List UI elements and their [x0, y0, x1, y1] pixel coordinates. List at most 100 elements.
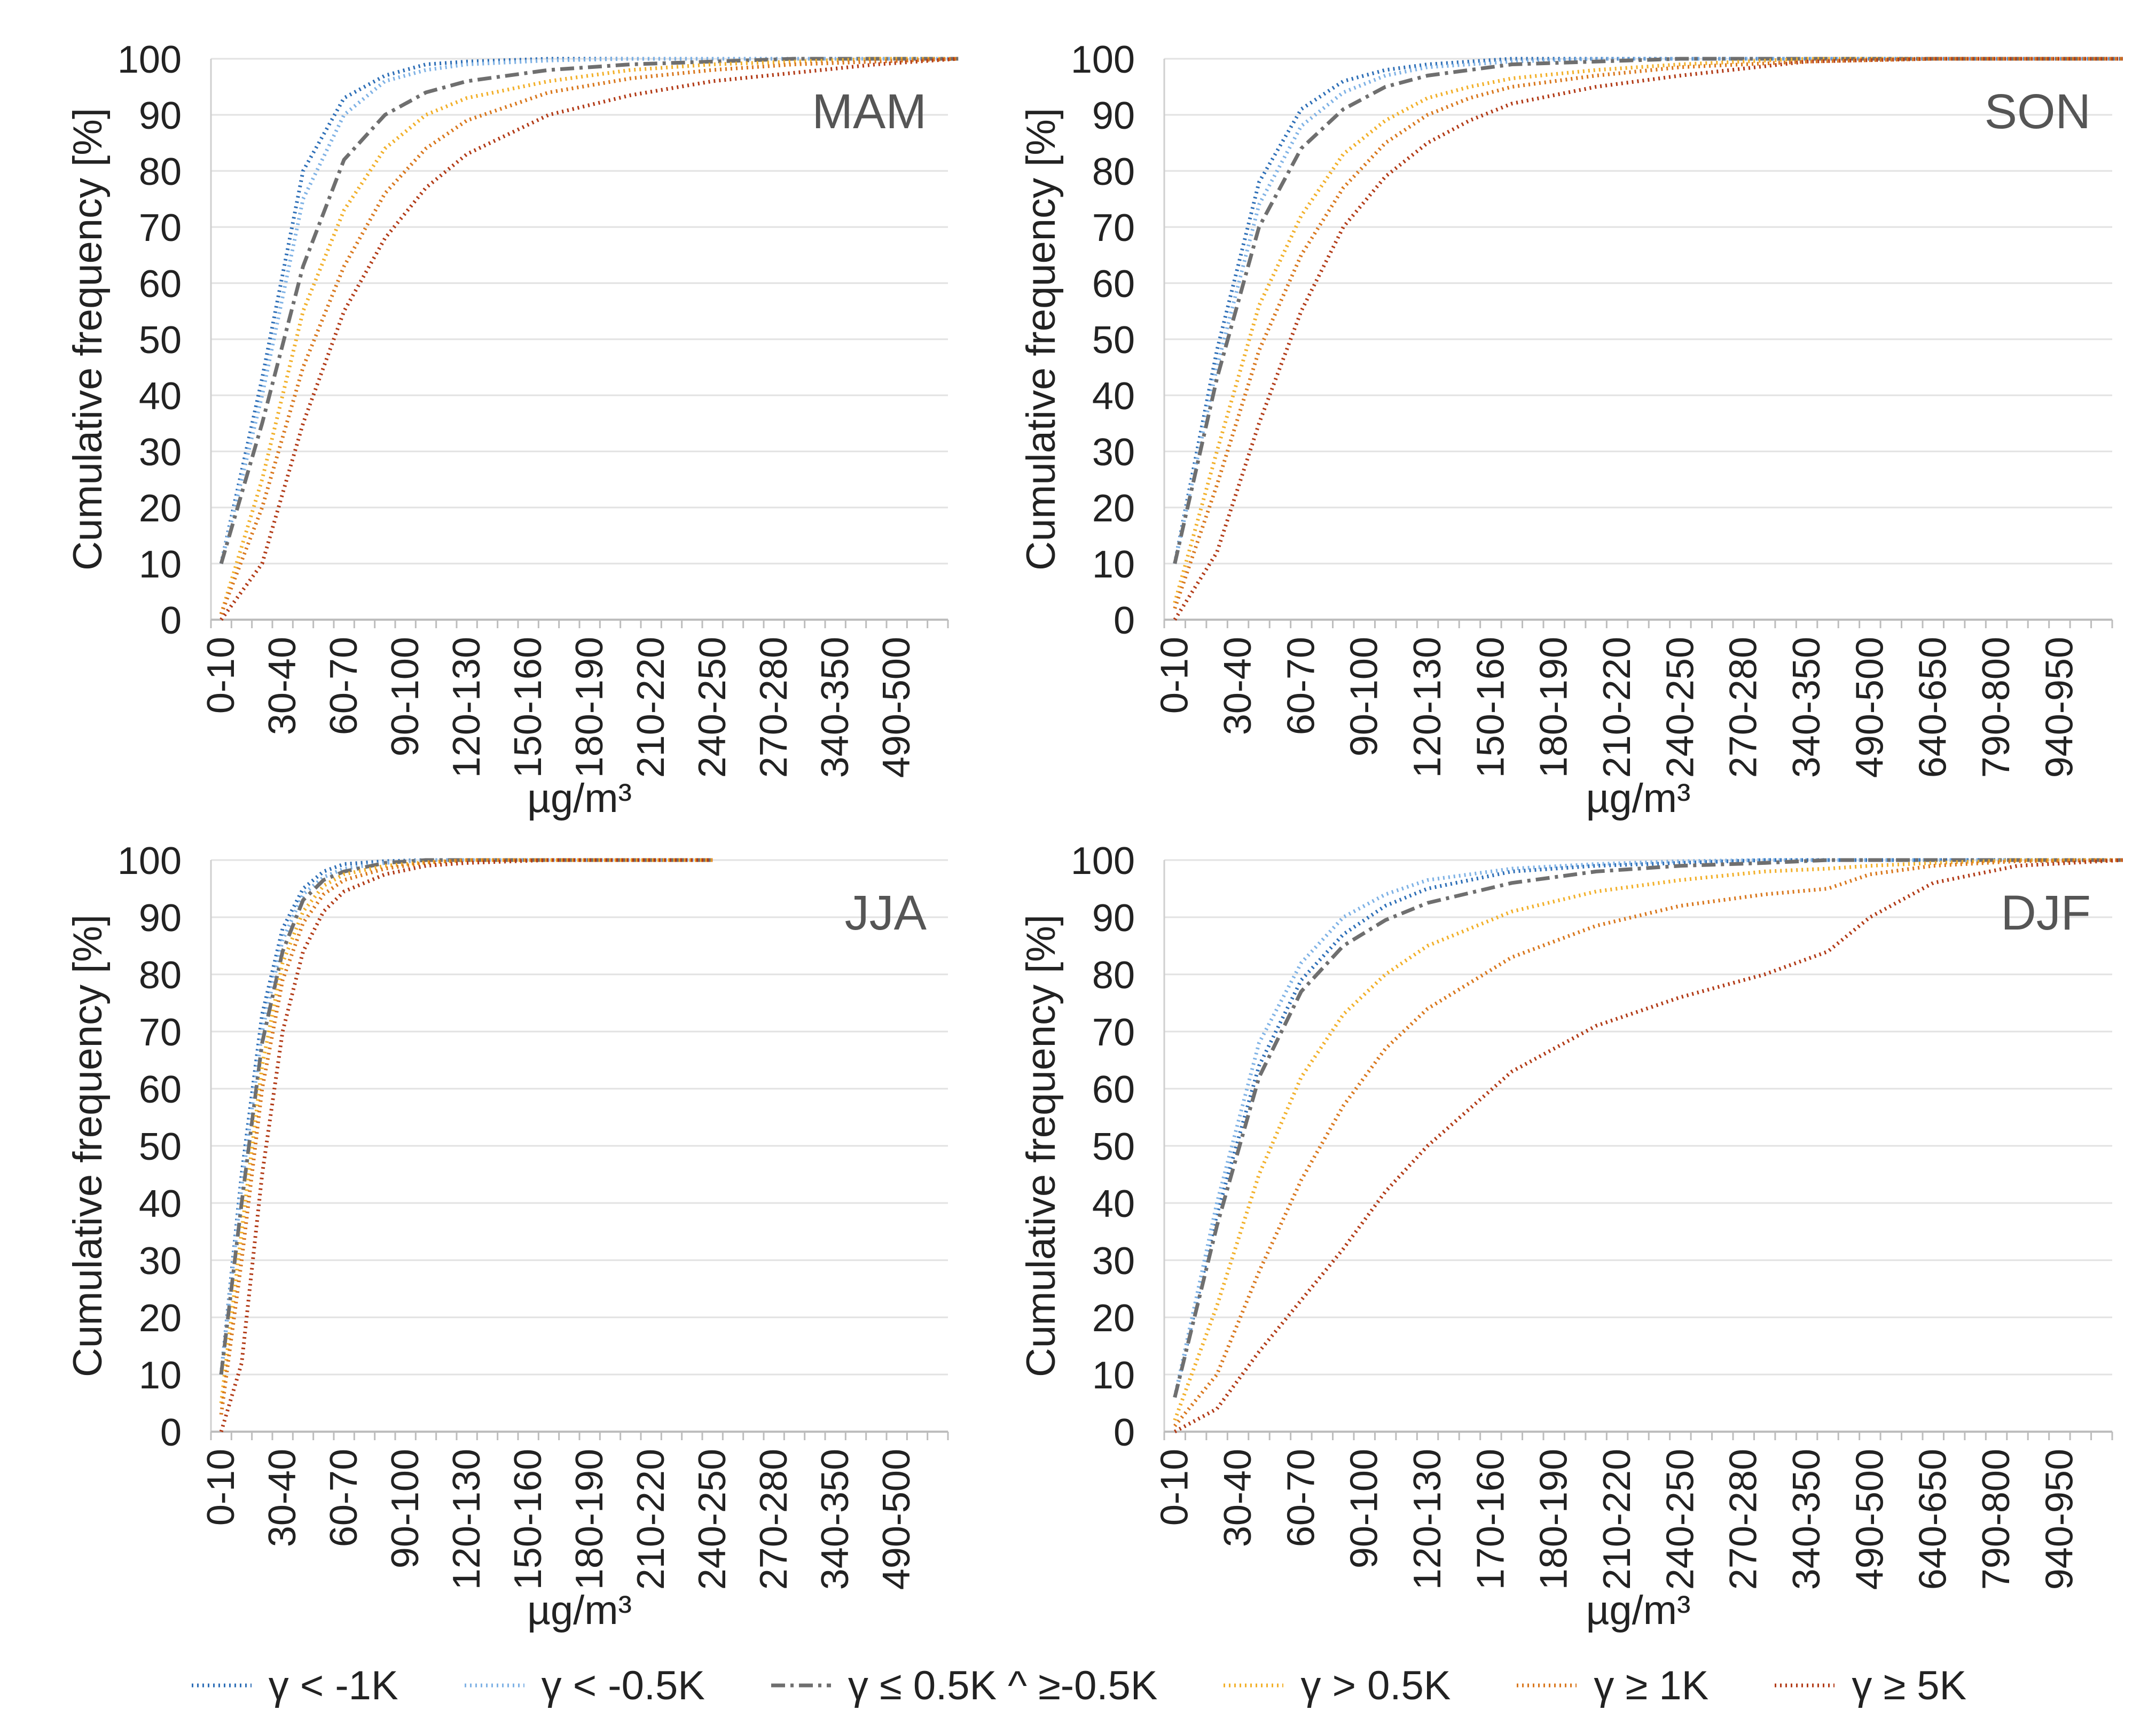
- y-tick-label: 50: [1092, 1126, 1135, 1168]
- y-tick-label: 90: [139, 897, 182, 940]
- legend-label: γ < -1K: [268, 1662, 398, 1708]
- y-tick-label: 20: [139, 487, 182, 530]
- y-tick-label: 80: [139, 151, 182, 193]
- y-tick-label: 50: [1092, 319, 1135, 362]
- y-tick-label: 70: [139, 207, 182, 249]
- series-line: [1173, 57, 2123, 610]
- chart-panel-jja: 0 10 20 30 40 50 60 70 80 90 100 0-10 30-40 60-70 90-1…: [65, 840, 949, 1633]
- y-tick-label: 0: [1114, 1411, 1135, 1454]
- x-tick-label: 940-950: [2038, 637, 2081, 778]
- y-tick-label: 40: [1092, 1183, 1135, 1225]
- y-tick-label: 90: [1092, 95, 1135, 137]
- series-line: [1173, 57, 2123, 604]
- x-tick-label: 60-70: [1280, 637, 1322, 735]
- x-tick-label: 270-280: [752, 1449, 795, 1590]
- x-axis-title: µg/m³: [527, 776, 632, 821]
- x-tick-label: 210-220: [630, 1449, 672, 1590]
- x-tick-label: 340-350: [1785, 1449, 1828, 1590]
- series-line: [219, 858, 713, 1403]
- y-tick-label: 100: [117, 840, 182, 883]
- x-tick-label: 240-250: [1659, 637, 1702, 778]
- x-tick-label: 340-350: [814, 637, 857, 778]
- legend-item: γ < -1K: [190, 1662, 398, 1709]
- y-tick-label: 70: [1092, 1011, 1135, 1054]
- legend-swatch: [1517, 1683, 1577, 1688]
- x-tick-label: 790-800: [1975, 1449, 2018, 1590]
- x-tick-label: 90-100: [384, 1449, 427, 1568]
- series-line: [219, 858, 713, 1375]
- y-tick-label: 30: [1092, 1240, 1135, 1283]
- legend-label: γ > 0.5K: [1300, 1662, 1451, 1708]
- x-tick-label: 30-40: [261, 1449, 304, 1547]
- y-tick-label: 60: [1092, 1068, 1135, 1111]
- y-tick-label: 10: [139, 543, 182, 586]
- y-tick-label: 30: [1092, 431, 1135, 474]
- x-tick-label: 270-280: [752, 637, 795, 778]
- y-tick-label: 40: [1092, 375, 1135, 418]
- y-tick-label: 70: [1092, 207, 1135, 249]
- y-tick-label: 40: [139, 1183, 182, 1225]
- y-tick-label: 80: [1092, 954, 1135, 997]
- y-tick-label: 50: [139, 1126, 182, 1168]
- x-axis-title: µg/m³: [1586, 1588, 1691, 1633]
- x-tick-label: 640-650: [1912, 1449, 1955, 1590]
- series-line: [219, 57, 959, 621]
- x-tick-label: 270-280: [1722, 637, 1765, 778]
- y-tick-label: 0: [1114, 599, 1135, 642]
- x-tick-label: 0-10: [200, 637, 242, 714]
- legend-label: γ < -0.5K: [541, 1662, 705, 1708]
- x-tick-label: 180-190: [568, 1449, 611, 1590]
- x-tick-label: 0-10: [200, 1449, 242, 1526]
- x-tick-label: 340-350: [1785, 637, 1828, 778]
- x-tick-label: 490-500: [1848, 637, 1891, 778]
- series-line: [219, 57, 959, 615]
- x-tick-label: 170-160: [1469, 1449, 1512, 1590]
- x-tick-label: 210-220: [630, 637, 672, 778]
- series-line: [219, 858, 713, 1433]
- y-axis-title: Cumulative frequency [%]: [65, 108, 111, 571]
- x-tick-label: 180-190: [1533, 1449, 1575, 1590]
- legend-item: γ ≥ 1K: [1515, 1662, 1708, 1709]
- legend-item: γ ≥ 5K: [1773, 1662, 1966, 1709]
- y-axis-title: Cumulative frequency [%]: [65, 915, 111, 1377]
- x-tick-label: 60-70: [323, 637, 365, 735]
- x-axis-title: µg/m³: [527, 1588, 632, 1633]
- y-tick-label: 0: [160, 1411, 182, 1454]
- series-line: [219, 57, 959, 564]
- legend-item: γ > 0.5K: [1221, 1662, 1451, 1709]
- y-tick-label: 70: [139, 1011, 182, 1054]
- panel-title: JJA: [845, 886, 927, 940]
- series-line: [1173, 57, 2123, 564]
- y-tick-label: 50: [139, 319, 182, 362]
- x-tick-label: 0-10: [1154, 1449, 1196, 1526]
- x-tick-label: 340-350: [814, 1449, 857, 1590]
- legend: γ < -1K γ < -0.5K γ ≤ 0.5K ^ ≥-0.5K γ > 0.5…: [0, 1656, 2156, 1715]
- series-line: [219, 858, 713, 1375]
- x-axis-title: µg/m³: [1586, 776, 1691, 821]
- x-tick-label: 120-130: [445, 637, 488, 778]
- y-tick-label: 90: [139, 95, 182, 137]
- x-tick-label: 120-130: [445, 1449, 488, 1590]
- series-line: [1174, 858, 2123, 1434]
- y-tick-label: 10: [1092, 1354, 1135, 1397]
- x-tick-label: 30-40: [261, 637, 304, 735]
- legend-swatch: [464, 1683, 524, 1688]
- y-tick-label: 100: [117, 38, 182, 81]
- panel-title: DJF: [2001, 886, 2091, 940]
- x-tick-label: 30-40: [1217, 637, 1259, 735]
- y-tick-label: 60: [139, 1068, 182, 1111]
- x-tick-label: 120-130: [1406, 637, 1449, 778]
- x-tick-label: 240-250: [691, 637, 734, 778]
- x-tick-label: 180-190: [568, 637, 611, 778]
- y-tick-label: 10: [139, 1354, 182, 1397]
- y-tick-label: 0: [160, 599, 182, 642]
- y-axis-title: Cumulative frequency [%]: [1018, 108, 1064, 571]
- y-tick-label: 80: [1092, 151, 1135, 193]
- panel-title: MAM: [812, 84, 927, 139]
- legend-swatch: [1224, 1683, 1284, 1688]
- x-tick-label: 90-100: [1343, 637, 1386, 756]
- y-tick-label: 90: [1092, 897, 1135, 940]
- legend-swatch: [771, 1683, 831, 1688]
- legend-label: γ ≥ 5K: [1852, 1662, 1967, 1708]
- x-tick-label: 150-160: [507, 1449, 550, 1590]
